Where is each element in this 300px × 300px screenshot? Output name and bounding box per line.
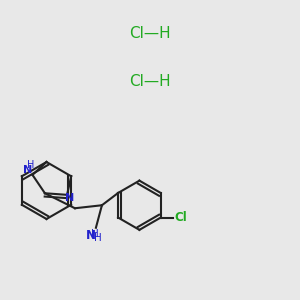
Text: Cl—H: Cl—H	[129, 26, 171, 40]
Text: H: H	[91, 229, 98, 239]
Text: N: N	[65, 193, 74, 203]
Text: H: H	[27, 160, 34, 170]
Text: H: H	[94, 233, 102, 243]
Text: Cl: Cl	[174, 211, 187, 224]
Text: Cl—H: Cl—H	[129, 74, 171, 88]
Text: N: N	[85, 229, 95, 242]
Text: N: N	[23, 165, 33, 176]
